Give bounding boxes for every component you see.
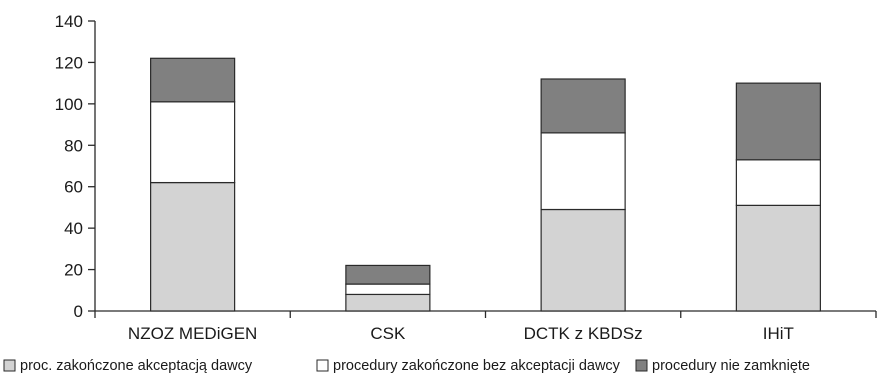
legend-swatch xyxy=(316,359,329,372)
bar-segment-1 xyxy=(150,181,236,312)
bar-segment-3 xyxy=(540,78,626,134)
y-tick-label: 60 xyxy=(64,178,83,197)
y-tick-label: 80 xyxy=(64,136,83,155)
y-tick-label: 20 xyxy=(64,261,83,280)
bar-segment-2 xyxy=(345,283,431,296)
legend-swatch xyxy=(3,359,16,372)
y-tick-label: 40 xyxy=(64,219,83,238)
bar-segment-2 xyxy=(150,101,236,184)
legend: proc. zakończone akceptacją dawcy procedu… xyxy=(3,358,810,374)
x-category-label: CSK xyxy=(370,324,406,343)
x-category-label: IHiT xyxy=(763,324,794,343)
bar-segment-1 xyxy=(540,208,626,312)
legend-swatch xyxy=(635,359,648,372)
bar-segment-3 xyxy=(150,57,236,103)
x-axis: NZOZ MEDiGEN CSK DCTK z KBDSz IHiT xyxy=(94,310,877,343)
x-category-label: NZOZ MEDiGEN xyxy=(128,324,257,343)
bar-segment-1 xyxy=(735,204,821,312)
y-axis: 0 20 40 60 80 100 120 140 xyxy=(55,12,96,321)
bar-segment-3 xyxy=(735,82,821,161)
y-tick-label: 0 xyxy=(74,302,83,321)
legend-label: proc. zakończone akceptacją dawcy xyxy=(20,358,253,374)
bar-segment-2 xyxy=(735,159,821,206)
bar-segment-1 xyxy=(345,293,431,312)
y-tick-label: 120 xyxy=(55,53,83,72)
bar-segment-3 xyxy=(345,264,431,285)
legend-label: procedury zakończone bez akceptacji dawc… xyxy=(333,358,621,374)
x-category-label: DCTK z KBDSz xyxy=(524,324,643,343)
legend-label: procedury nie zamknięte xyxy=(652,358,810,374)
bars xyxy=(150,57,821,312)
y-tick-label: 140 xyxy=(55,12,83,31)
y-tick-label: 100 xyxy=(55,95,83,114)
bar-segment-2 xyxy=(540,132,626,211)
